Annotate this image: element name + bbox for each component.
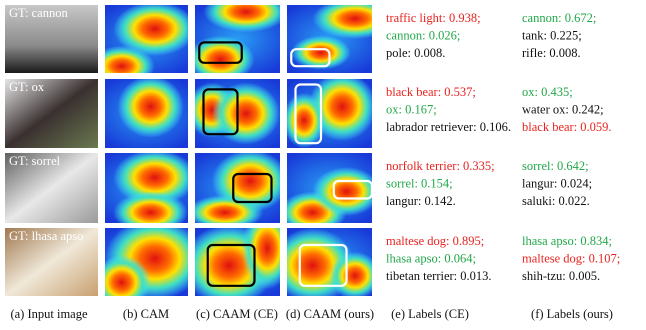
label-line: norfolk terrier: 0.335; [386,159,495,173]
heat-layer [287,228,372,296]
label-line: pole: 0.008. [386,46,445,60]
heat-layer [105,153,188,223]
caption: (d) CAAM (ours) [286,307,374,321]
heat-layer [105,5,188,73]
label-line: sorrel: 0.154; [386,176,453,190]
heat-blob [291,35,351,70]
heat-blob [113,153,188,206]
heat-layer [195,153,280,223]
label-line: langur: 0.142. [386,194,456,208]
box [294,83,323,145]
gt-label: GT: ox [9,80,45,94]
heatmap [105,153,188,223]
heat-blob [241,228,280,290]
heat-blob [195,195,263,223]
heatmap [287,228,372,296]
label-line: cannon: 0.672; [522,11,596,25]
input-photo [5,153,98,223]
heat-blob [329,251,372,296]
heatmap [195,153,280,223]
label-line: lhasa apso: 0.834; [522,234,612,248]
label-line: saluki: 0.022. [522,194,590,208]
heat-blob [105,45,155,73]
label-line: tibetan terrier: 0.013. [386,269,492,283]
label-line: maltese dog: 0.895; [386,234,484,248]
caption: (e) Labels (CE) [391,307,469,321]
heat-layer [287,5,372,73]
label-line: maltese dog: 0.107; [522,251,620,265]
heat-blob [105,255,151,296]
label-line: ox: 0.435; [522,85,573,99]
heat-layer [105,79,188,148]
label-line: cannon: 0.026; [386,28,460,42]
heat-blob [287,92,326,148]
box [298,243,348,287]
input-photo [5,79,98,148]
input-photo [5,5,98,73]
label-line: labrador retriever: 0.106. [386,120,511,134]
box [232,172,273,204]
label-line: shih-tzu: 0.005. [522,269,600,283]
gt-label: GT: lhasa apso [9,229,83,243]
heatmap [105,228,188,296]
label-line: ox: 0.167; [386,102,437,116]
heatmap [287,5,372,73]
label-line: traffic light: 0.938; [386,11,481,25]
heat-blob [212,82,280,145]
heat-blob [203,5,280,33]
caption: (c) CAAM (CE) [196,307,278,321]
heat-blob [312,5,372,39]
label-line: black bear: 0.059. [522,120,612,134]
heat-blob [113,191,188,223]
gt-label: GT: cannon [9,6,68,20]
box [290,48,331,68]
caption: (b) CAM [123,307,169,321]
heat-layer [195,5,280,73]
box [202,88,239,136]
heat-blob [117,79,184,138]
label-line: lhasa apso: 0.064; [386,251,476,265]
label-line: rifle: 0.008. [522,46,581,60]
heatmap [287,153,372,223]
caption: (f) Labels (ours) [531,307,613,321]
gt-label: GT: sorrel [9,154,61,168]
heat-layer [287,153,372,223]
box [206,243,256,287]
label-line: water ox: 0.242; [522,102,604,116]
heat-blob [312,167,372,216]
label-line: tank: 0.225; [522,28,582,42]
heatmap [287,79,372,148]
caption: (a) Input image [10,307,88,321]
heat-layer [287,79,372,148]
label-line: langur: 0.024; [522,176,592,190]
heat-blob [113,5,188,56]
heatmap [105,79,188,148]
heat-layer [105,228,188,296]
box [198,41,243,64]
heatmap [105,5,188,73]
box [332,179,374,200]
label-line: sorrel: 0.642; [522,159,589,173]
input-photo [5,228,98,296]
label-line: black bear: 0.537; [386,85,476,99]
